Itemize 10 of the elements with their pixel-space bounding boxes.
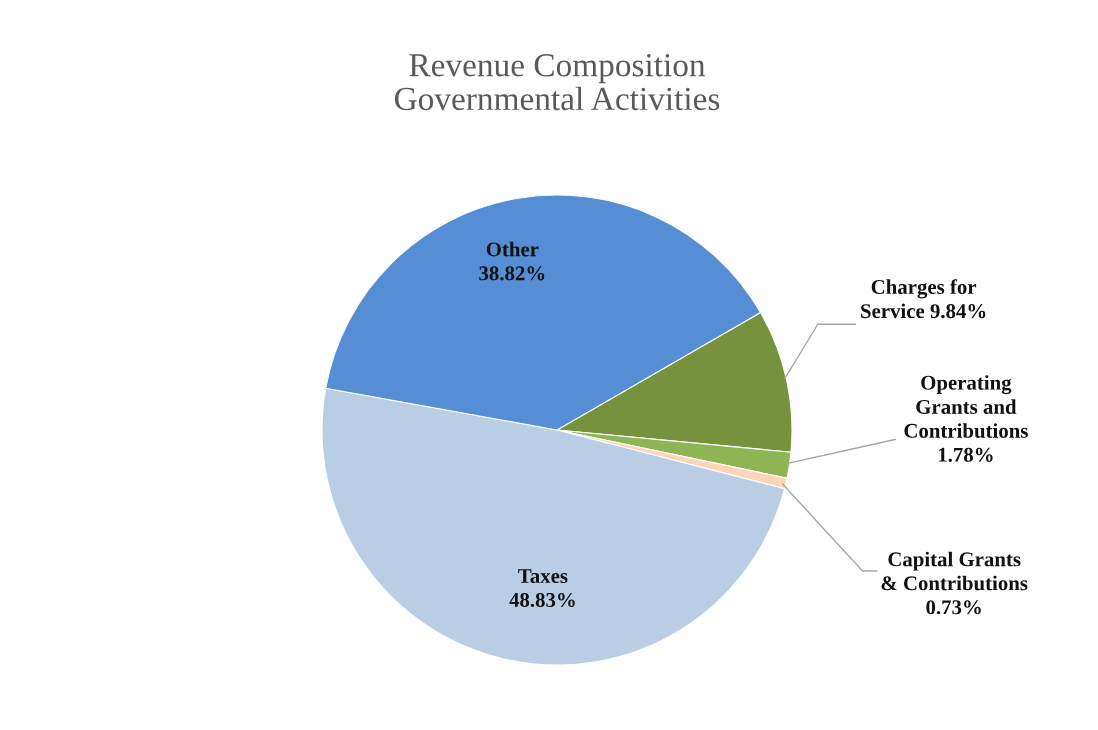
slice-label: Other — [486, 241, 539, 257]
slice-label: Operating Grants and Contributions — [904, 375, 1028, 438]
slice-label: Charges for Service 9.84% — [861, 279, 986, 319]
data-label: 38.82% — [479, 266, 545, 281]
chart-title: Revenue Composition Governmental Activities — [394, 54, 720, 111]
slice-label: Capital Grants & Contributions — [881, 551, 1028, 591]
data-label: 0.73% — [926, 600, 981, 615]
slice-label: Taxes — [518, 569, 568, 584]
data-label: 48.83% — [509, 592, 575, 608]
data-label: 1.78% — [938, 447, 993, 462]
